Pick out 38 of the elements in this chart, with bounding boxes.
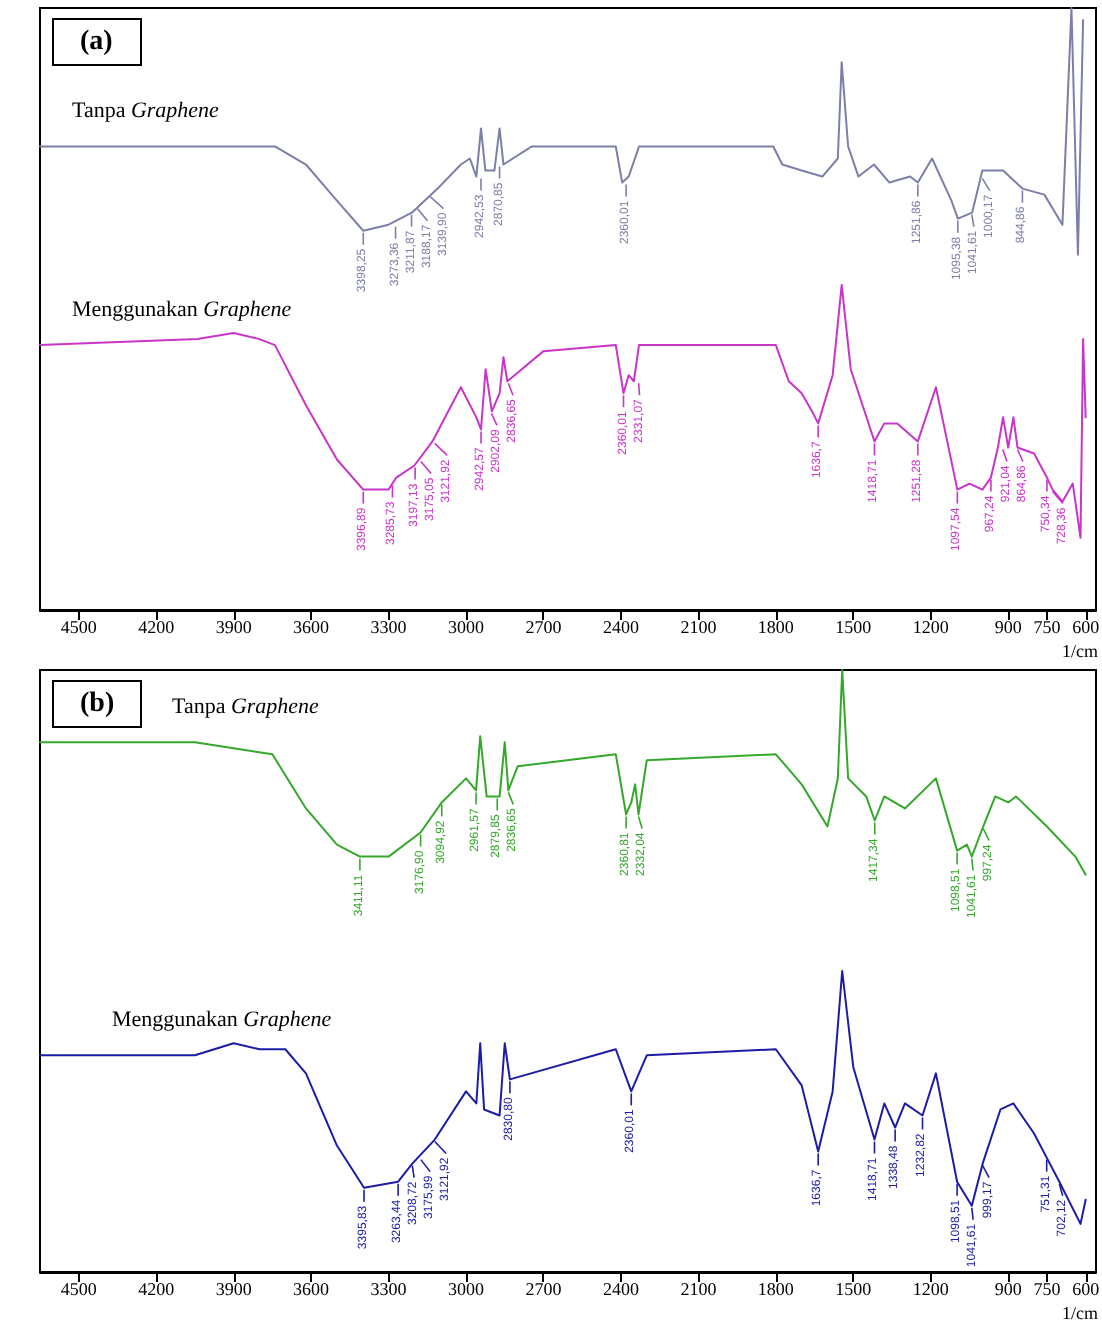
- x-tick-label: 1500: [835, 1279, 873, 1299]
- x-tick-label: 1200: [912, 617, 950, 637]
- x-tick-label: 750: [1033, 1279, 1062, 1299]
- x-tick-label: 600: [1072, 1279, 1101, 1299]
- x-tick-label: 750: [1033, 617, 1062, 637]
- x-tick-label: 900: [994, 1279, 1023, 1299]
- x-tick-label: 2700: [525, 1279, 563, 1299]
- x-tick-label: 4200: [138, 1279, 176, 1299]
- series-label: Menggunakan Graphene: [112, 1008, 332, 1033]
- x-tick-label: 2400: [602, 1279, 640, 1299]
- x-tick-label: 3000: [448, 617, 486, 637]
- text: (a): [80, 27, 114, 57]
- x-tick-label: 2700: [525, 617, 563, 637]
- series-label: Tanpa Graphene: [72, 99, 220, 124]
- x-tick-label: 1500: [835, 617, 873, 637]
- x-tick-label: 4500: [60, 1279, 98, 1299]
- x-tick-label: 3300: [370, 617, 408, 637]
- text: (b): [80, 689, 115, 719]
- x-tick-label: 3900: [215, 1279, 253, 1299]
- x-tick-label: 900: [994, 617, 1023, 637]
- x-tick-label: 2100: [680, 1279, 718, 1299]
- x-axis-title: 1/cm: [1062, 641, 1099, 661]
- x-tick-label: 3600: [293, 617, 331, 637]
- x-tick-label: 2100: [680, 617, 718, 637]
- x-axis-title: 1/cm: [1062, 1303, 1099, 1323]
- x-tick-label: 4200: [138, 617, 176, 637]
- x-tick-label: 600: [1072, 617, 1101, 637]
- x-tick-label: 3300: [370, 1279, 408, 1299]
- x-tick-label: 2400: [602, 617, 640, 637]
- x-tick-label: 3000: [448, 1279, 486, 1299]
- x-tick-label: 1800: [757, 1279, 795, 1299]
- x-tick-label: 4500: [60, 617, 98, 637]
- x-tick-label: 3600: [293, 1279, 331, 1299]
- x-tick-label: 1200: [912, 1279, 950, 1299]
- x-tick-label: 1800: [757, 617, 795, 637]
- series-label: Menggunakan Graphene: [72, 298, 292, 323]
- x-tick-label: 3900: [215, 617, 253, 637]
- series-label: Tanpa Graphene: [172, 695, 320, 720]
